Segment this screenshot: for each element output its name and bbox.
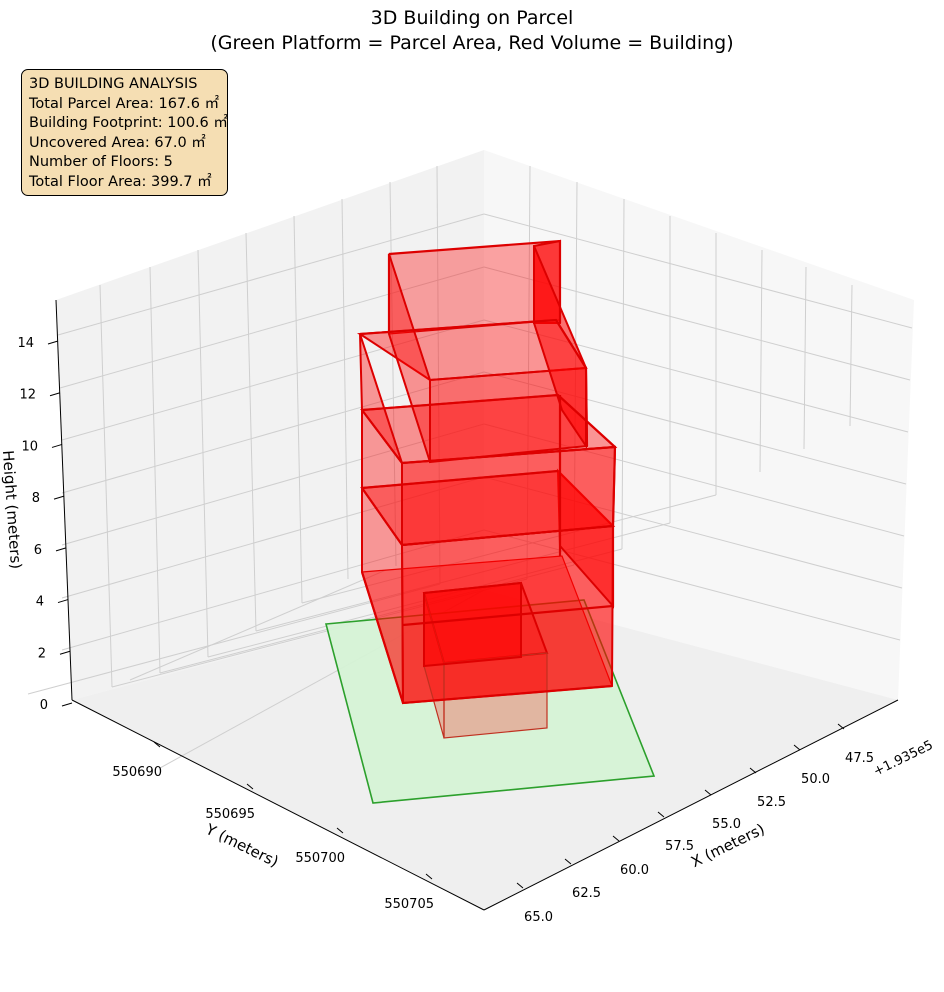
x-tick-mark [612, 835, 620, 842]
info-floor-area: Total Floor Area: 399.7 ㎡ [29, 173, 212, 190]
z-tick-label: 4 [36, 595, 44, 610]
z-tick-mark [49, 392, 61, 397]
z-tick-label: 2 [38, 646, 46, 661]
y-tick-mark [246, 783, 254, 790]
y-tick-label: 550695 [205, 807, 255, 822]
z-tick-mark [57, 599, 69, 604]
info-footprint: Building Footprint: 100.6 ㎡ [29, 115, 228, 132]
x-axis-ticks: 47.5 50.0 52.5 55.0 57.5 60.0 62.5 65.0 [516, 723, 874, 925]
z-tick-mark [53, 495, 65, 500]
z-tick-label: 12 [19, 388, 36, 403]
x-offset-label: +1.935e5 [871, 738, 935, 780]
left-pane [56, 150, 484, 700]
z-axis-ticks: 0 2 4 6 8 10 12 14 [17, 336, 73, 713]
y-tick-mark [153, 741, 161, 748]
z-tick-label: 6 [34, 543, 42, 558]
x-tick-label: 62.5 [572, 886, 601, 901]
z-axis-label: Height (meters) [0, 450, 25, 570]
y-tick-mark [425, 873, 433, 880]
x-tick-mark [657, 811, 665, 818]
chart-title: 3D Building on Parcel (Green Platform = … [0, 6, 944, 56]
x-tick-label: 52.5 [757, 795, 786, 810]
analysis-info-box: 3D BUILDING ANALYSIS Total Parcel Area: … [21, 69, 228, 196]
info-uncovered-area: Uncovered Area: 67.0 ㎡ [29, 134, 206, 151]
x-tick-mark [837, 723, 845, 730]
chart-title-line1: 3D Building on Parcel [370, 7, 574, 29]
axis-lines [55, 299, 899, 911]
x-tick-label: 55.0 [712, 817, 741, 832]
x-tick-label: 57.5 [665, 839, 694, 854]
x-tick-mark [704, 789, 712, 796]
building-face [533, 245, 587, 450]
chart-title-line2: (Green Platform = Parcel Area, Red Volum… [210, 32, 734, 54]
y-tick-label: 550705 [384, 897, 434, 912]
y-axis-ticks: 550690 550695 550700 550705 [112, 741, 434, 912]
x-tick-label: 47.5 [845, 751, 874, 766]
z-tick-mark [47, 340, 59, 345]
z-tick-label: 14 [17, 336, 34, 351]
x-tick-label: 50.0 [801, 772, 830, 787]
info-floors: Number of Floors: 5 [29, 154, 173, 171]
z-tick-label: 10 [21, 439, 38, 454]
z-tick-mark [55, 547, 67, 552]
info-heading: 3D BUILDING ANALYSIS [29, 76, 198, 92]
y-tick-label: 550690 [112, 765, 162, 780]
z-tick-mark [51, 443, 63, 448]
z-tick-mark [61, 702, 73, 707]
z-tick-mark [59, 650, 71, 655]
x-tick-mark [793, 744, 801, 751]
x-tick-mark [516, 882, 524, 889]
y-axis-label: Y (meters) [202, 820, 281, 871]
x-tick-label: 65.0 [524, 910, 553, 925]
z-tick-label: 0 [40, 698, 48, 713]
info-parcel-area: Total Parcel Area: 167.6 ㎡ [29, 95, 220, 112]
x-tick-label: 60.0 [620, 863, 649, 878]
y-tick-label: 550700 [295, 851, 345, 866]
z-tick-label: 8 [32, 491, 40, 506]
x-tick-mark [749, 767, 757, 774]
building-face [423, 581, 522, 668]
building-face [359, 333, 403, 464]
building-volume [356, 239, 618, 739]
y-tick-mark [336, 827, 344, 834]
x-tick-mark [564, 858, 572, 865]
